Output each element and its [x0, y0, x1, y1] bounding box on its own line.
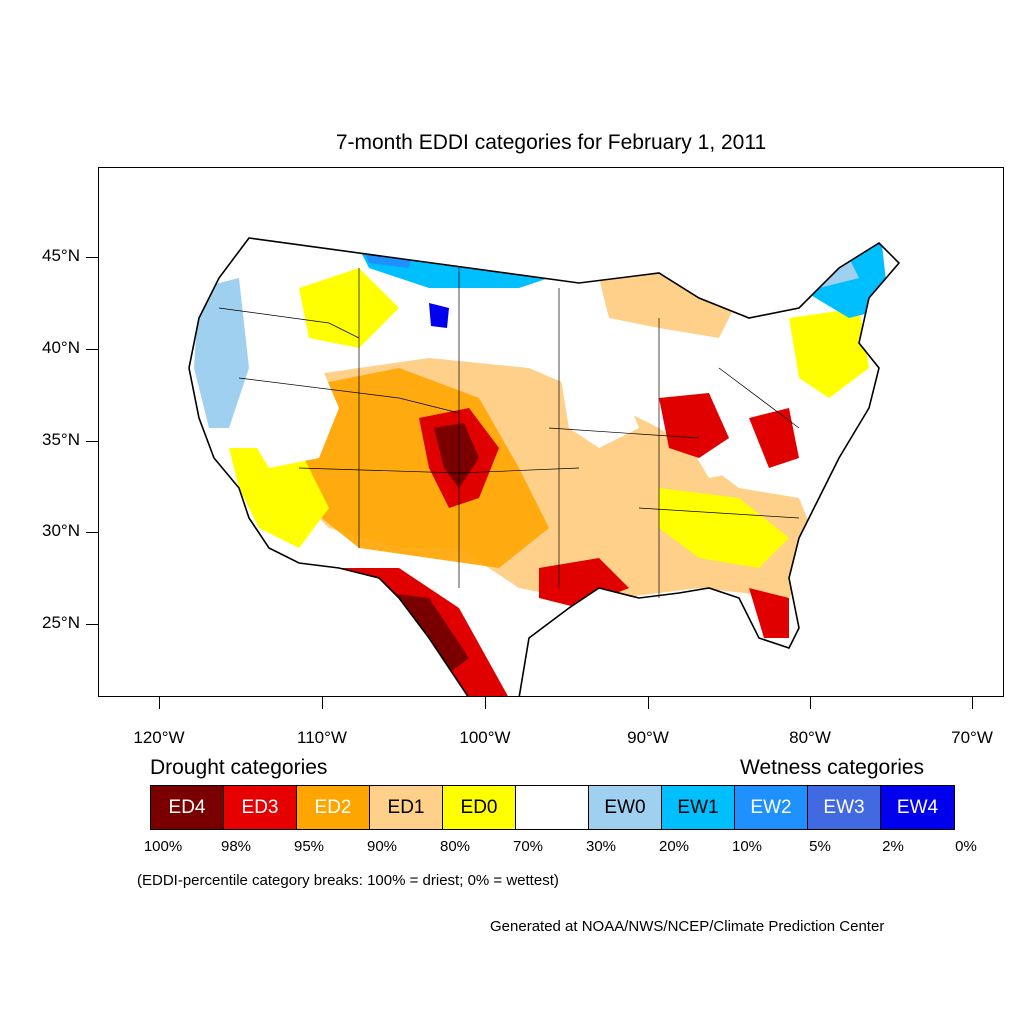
- lon-tick: [810, 697, 811, 709]
- legend-swatch: EW3: [808, 786, 881, 829]
- legend-swatch: EW1: [662, 786, 735, 829]
- legend-swatch: ED4: [151, 786, 224, 829]
- credit-line: Generated at NOAA/NWS/NCEP/Climate Predi…: [490, 918, 885, 935]
- legend-swatch: [516, 786, 589, 829]
- legend-colorbar: ED4 ED3 ED2 ED1 ED0 EW0 EW1 EW2 EW3 EW4: [150, 785, 955, 830]
- legend-percentile: 5%: [809, 838, 831, 855]
- legend-percentile: 100%: [143, 838, 183, 855]
- legend-percentile: 98%: [220, 838, 252, 855]
- lat-label: 25°N: [42, 613, 80, 632]
- legend-swatch: ED0: [443, 786, 516, 829]
- legend-percentile: 90%: [366, 838, 398, 855]
- lat-tick: [86, 349, 98, 350]
- legend-swatch: EW2: [735, 786, 808, 829]
- lon-label: 110°W: [297, 728, 347, 747]
- lon-tick: [159, 697, 160, 709]
- lon-label: 80°W: [789, 728, 831, 747]
- lon-label: 100°W: [459, 728, 511, 747]
- legend-swatch: ED1: [370, 786, 443, 829]
- lat-tick: [86, 532, 98, 533]
- legend-percentile: 95%: [293, 838, 325, 855]
- lon-tick: [972, 697, 973, 709]
- state-lines: [218, 268, 800, 598]
- lon-label: 90°W: [627, 728, 669, 747]
- lon-label: 120°W: [133, 728, 185, 747]
- legend-percentile: 70%: [512, 838, 544, 855]
- legend-percentile: 0%: [955, 838, 977, 855]
- lat-tick: [86, 624, 98, 625]
- category-shading: [189, 238, 899, 696]
- map-panel: [98, 167, 1004, 697]
- lon-tick: [648, 697, 649, 709]
- lat-tick: [86, 441, 98, 442]
- category-note: (EDDI-percentile category breaks: 100% =…: [137, 872, 559, 889]
- legend-swatch: EW4: [881, 786, 954, 829]
- lon-label: 70°W: [951, 728, 993, 747]
- wetness-heading: Wetness categories: [740, 756, 925, 779]
- lon-tick: [322, 697, 323, 709]
- eddi-map: [188, 237, 901, 696]
- legend-percentile: 30%: [585, 838, 617, 855]
- drought-heading: Drought categories: [150, 756, 328, 779]
- lat-label: 30°N: [42, 521, 80, 540]
- legend-percentile: 10%: [731, 838, 763, 855]
- lat-tick: [86, 257, 98, 258]
- lon-tick: [485, 697, 486, 709]
- legend-swatch: EW0: [589, 786, 662, 829]
- map-title: 7-month EDDI categories for February 1, …: [335, 131, 767, 154]
- legend-swatch: ED3: [224, 786, 297, 829]
- legend-swatch: ED2: [297, 786, 370, 829]
- legend-percentile: 80%: [439, 838, 471, 855]
- legend-percentile: 2%: [882, 838, 904, 855]
- legend-percentile: 20%: [658, 838, 690, 855]
- lat-label: 45°N: [42, 246, 80, 265]
- us-outline: [188, 237, 901, 696]
- lat-label: 40°N: [42, 338, 80, 357]
- lat-label: 35°N: [42, 430, 80, 449]
